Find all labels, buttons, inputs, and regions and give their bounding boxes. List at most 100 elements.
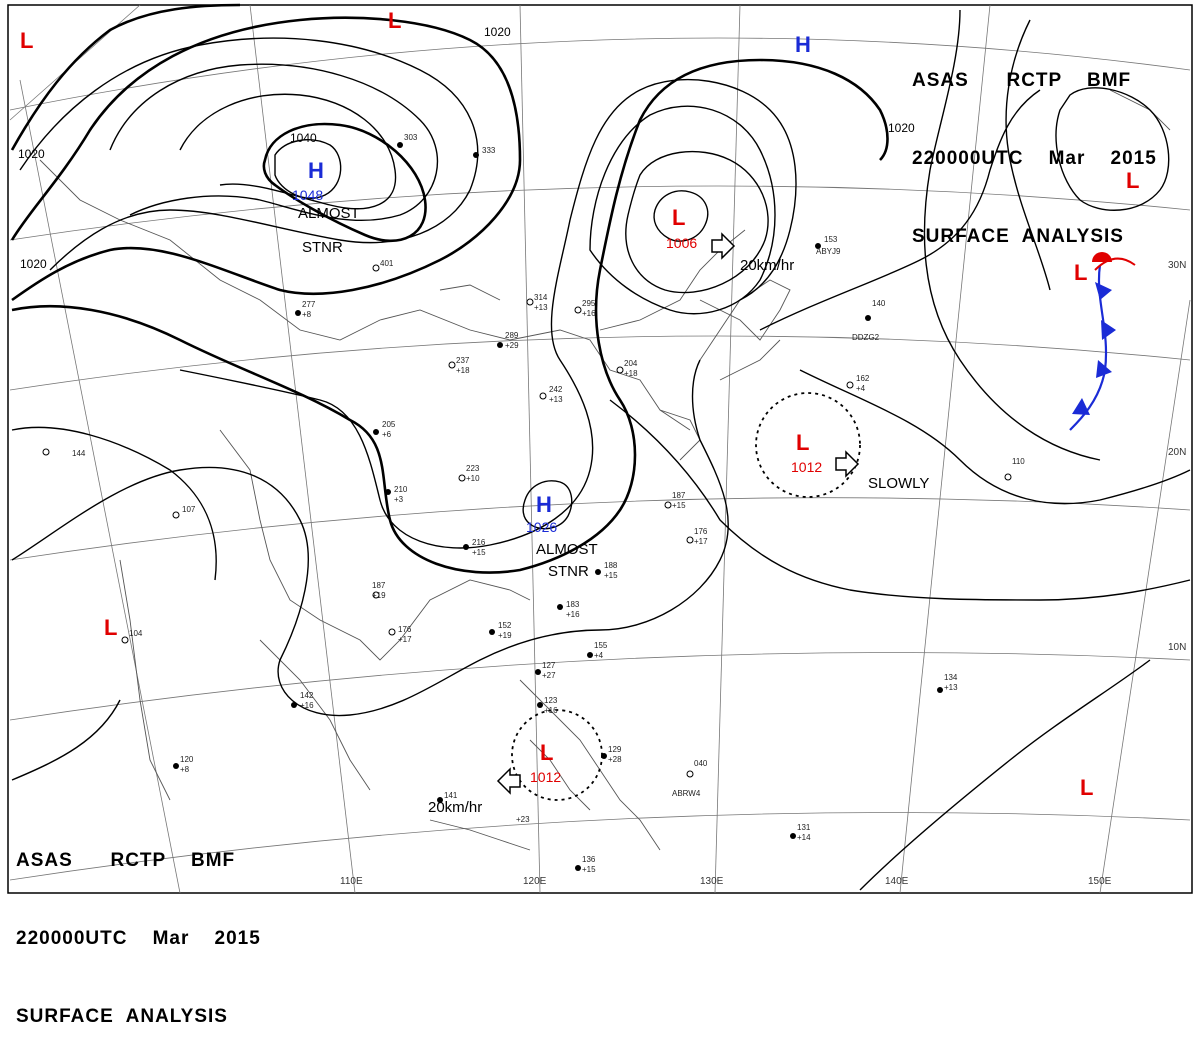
svg-text:+16: +16 — [300, 701, 314, 710]
lon-label-110e: 110E — [340, 876, 363, 887]
title-line-3: SURFACE ANALYSIS — [912, 226, 1124, 247]
svg-text:176: 176 — [694, 527, 708, 536]
station-plot: 242+13 — [539, 385, 563, 404]
title-year: 2015 — [214, 928, 261, 949]
svg-text:155: 155 — [594, 641, 608, 650]
motion-arrows — [496, 232, 860, 795]
svg-text:187: 187 — [372, 581, 386, 590]
svg-text:+13: +13 — [549, 395, 563, 404]
station-plot: 204+18 — [616, 359, 638, 378]
svg-text:+16: +16 — [544, 706, 558, 715]
title-time: 220000UTC — [16, 928, 128, 949]
station-plot: 152+19 — [489, 621, 512, 640]
pressure-center-l-1012-south: L 1012 20km/hr — [428, 740, 561, 816]
station-plot: 127+27 — [535, 661, 556, 680]
lon-label-150e: 150E — [1088, 876, 1112, 887]
station-plot: 183+16 — [557, 600, 580, 619]
svg-text:107: 107 — [182, 505, 196, 514]
svg-text:333: 333 — [482, 146, 496, 155]
occluded-front — [1069, 252, 1136, 431]
station-plot: 176+17 — [388, 625, 412, 644]
lat-label-20n: 20N — [1168, 447, 1186, 458]
lon-label-120e: 120E — [523, 876, 547, 887]
station-plot: 205+6 — [373, 420, 396, 439]
station-plot: 314+13 — [526, 293, 548, 312]
low-symbol: L — [1126, 168, 1139, 193]
title-line-1: ASAS RCTP BMF — [16, 848, 261, 874]
motion-note: 20km/hr — [428, 799, 482, 816]
svg-text:144: 144 — [72, 449, 86, 458]
title-month: Mar — [152, 928, 190, 949]
isobar-label: 1040 — [290, 131, 317, 145]
motion-note-line1: ALMOST — [298, 205, 360, 222]
svg-text:DDZG2: DDZG2 — [852, 333, 880, 342]
title-line-1: ASAS RCTP BMF — [912, 68, 1157, 94]
station-plot: 110 — [1004, 457, 1025, 481]
svg-text:110: 110 — [1012, 457, 1025, 466]
station-plot: 187+15 — [664, 491, 686, 510]
svg-text:+15: +15 — [604, 571, 618, 580]
svg-text:237: 237 — [456, 356, 470, 365]
svg-text:+18: +18 — [456, 366, 470, 375]
svg-text:127: 127 — [542, 661, 556, 670]
svg-text:+16: +16 — [582, 309, 596, 318]
title-time: 220000UTC — [912, 148, 1024, 169]
isobar-label: 1020 — [20, 257, 47, 271]
svg-text:+18: +18 — [624, 369, 638, 378]
svg-text:152: 152 — [498, 621, 512, 630]
title-station: RCTP — [1006, 70, 1062, 91]
station-plot: 155+4 — [587, 641, 608, 660]
high-symbol: H — [536, 492, 552, 517]
svg-text:289: 289 — [505, 331, 519, 340]
low-symbol: L — [796, 430, 809, 455]
lon-label-130e: 130E — [700, 876, 724, 887]
svg-text:134: 134 — [944, 673, 958, 682]
low-symbol: L — [104, 615, 117, 640]
station-plot: 141 +23 — [437, 791, 530, 824]
title-code: BMF — [1087, 70, 1132, 91]
svg-text:+15: +15 — [672, 501, 686, 510]
isobars — [10, 3, 1191, 891]
svg-text:+4: +4 — [856, 384, 866, 393]
station-plot: 187+19 — [372, 581, 386, 600]
svg-text:303: 303 — [404, 133, 418, 142]
svg-text:210: 210 — [394, 485, 408, 494]
map-frame — [7, 4, 1193, 894]
station-plot: 333 — [473, 146, 496, 158]
station-plot: 188+15 — [595, 561, 618, 580]
station-plot: 142+16 — [291, 691, 314, 710]
svg-text:140: 140 — [872, 299, 886, 308]
svg-text:204: 204 — [624, 359, 638, 368]
lat-label-10n: 10N — [1168, 642, 1186, 653]
station-plot: 176+17 — [686, 527, 708, 546]
svg-text:131: 131 — [797, 823, 811, 832]
svg-text:+15: +15 — [582, 865, 596, 874]
chart-title-bottom: ASAS RCTP BMF 220000UTC Mar 2015 SURFACE… — [16, 796, 261, 1056]
svg-text:+19: +19 — [498, 631, 512, 640]
title-month: Mar — [1048, 148, 1086, 169]
high-symbol: H — [308, 158, 324, 183]
station-plot: 123+16 — [537, 696, 558, 715]
title-station: RCTP — [110, 850, 166, 871]
weather-map: 30N 20N 10N 110E 120E 130E 140E 150E — [7, 3, 1193, 894]
svg-text:314: 314 — [534, 293, 548, 302]
motion-note-line2: STNR — [302, 239, 343, 256]
svg-text:+8: +8 — [180, 765, 190, 774]
title-code: BMF — [191, 850, 236, 871]
svg-text:+3: +3 — [394, 495, 404, 504]
low-symbol: L — [1074, 260, 1087, 285]
motion-note: SLOWLY — [868, 475, 929, 492]
pressure-value: 1006 — [666, 235, 697, 251]
svg-text:188: 188 — [604, 561, 618, 570]
station-plot: 153 ABYJ9 — [815, 235, 841, 256]
pressure-value: 1012 — [791, 459, 822, 475]
svg-text:+4: +4 — [594, 651, 604, 660]
title-line-3: SURFACE ANALYSIS — [16, 1006, 228, 1027]
svg-text:187: 187 — [672, 491, 686, 500]
svg-text:295: 295 — [582, 299, 596, 308]
motion-note-line1: ALMOST — [536, 541, 598, 558]
svg-text:ABYJ9: ABYJ9 — [816, 247, 841, 256]
station-plot: 131+14 — [790, 823, 811, 842]
title-region: ASAS — [16, 850, 73, 871]
pressure-value: 1026 — [526, 519, 557, 535]
